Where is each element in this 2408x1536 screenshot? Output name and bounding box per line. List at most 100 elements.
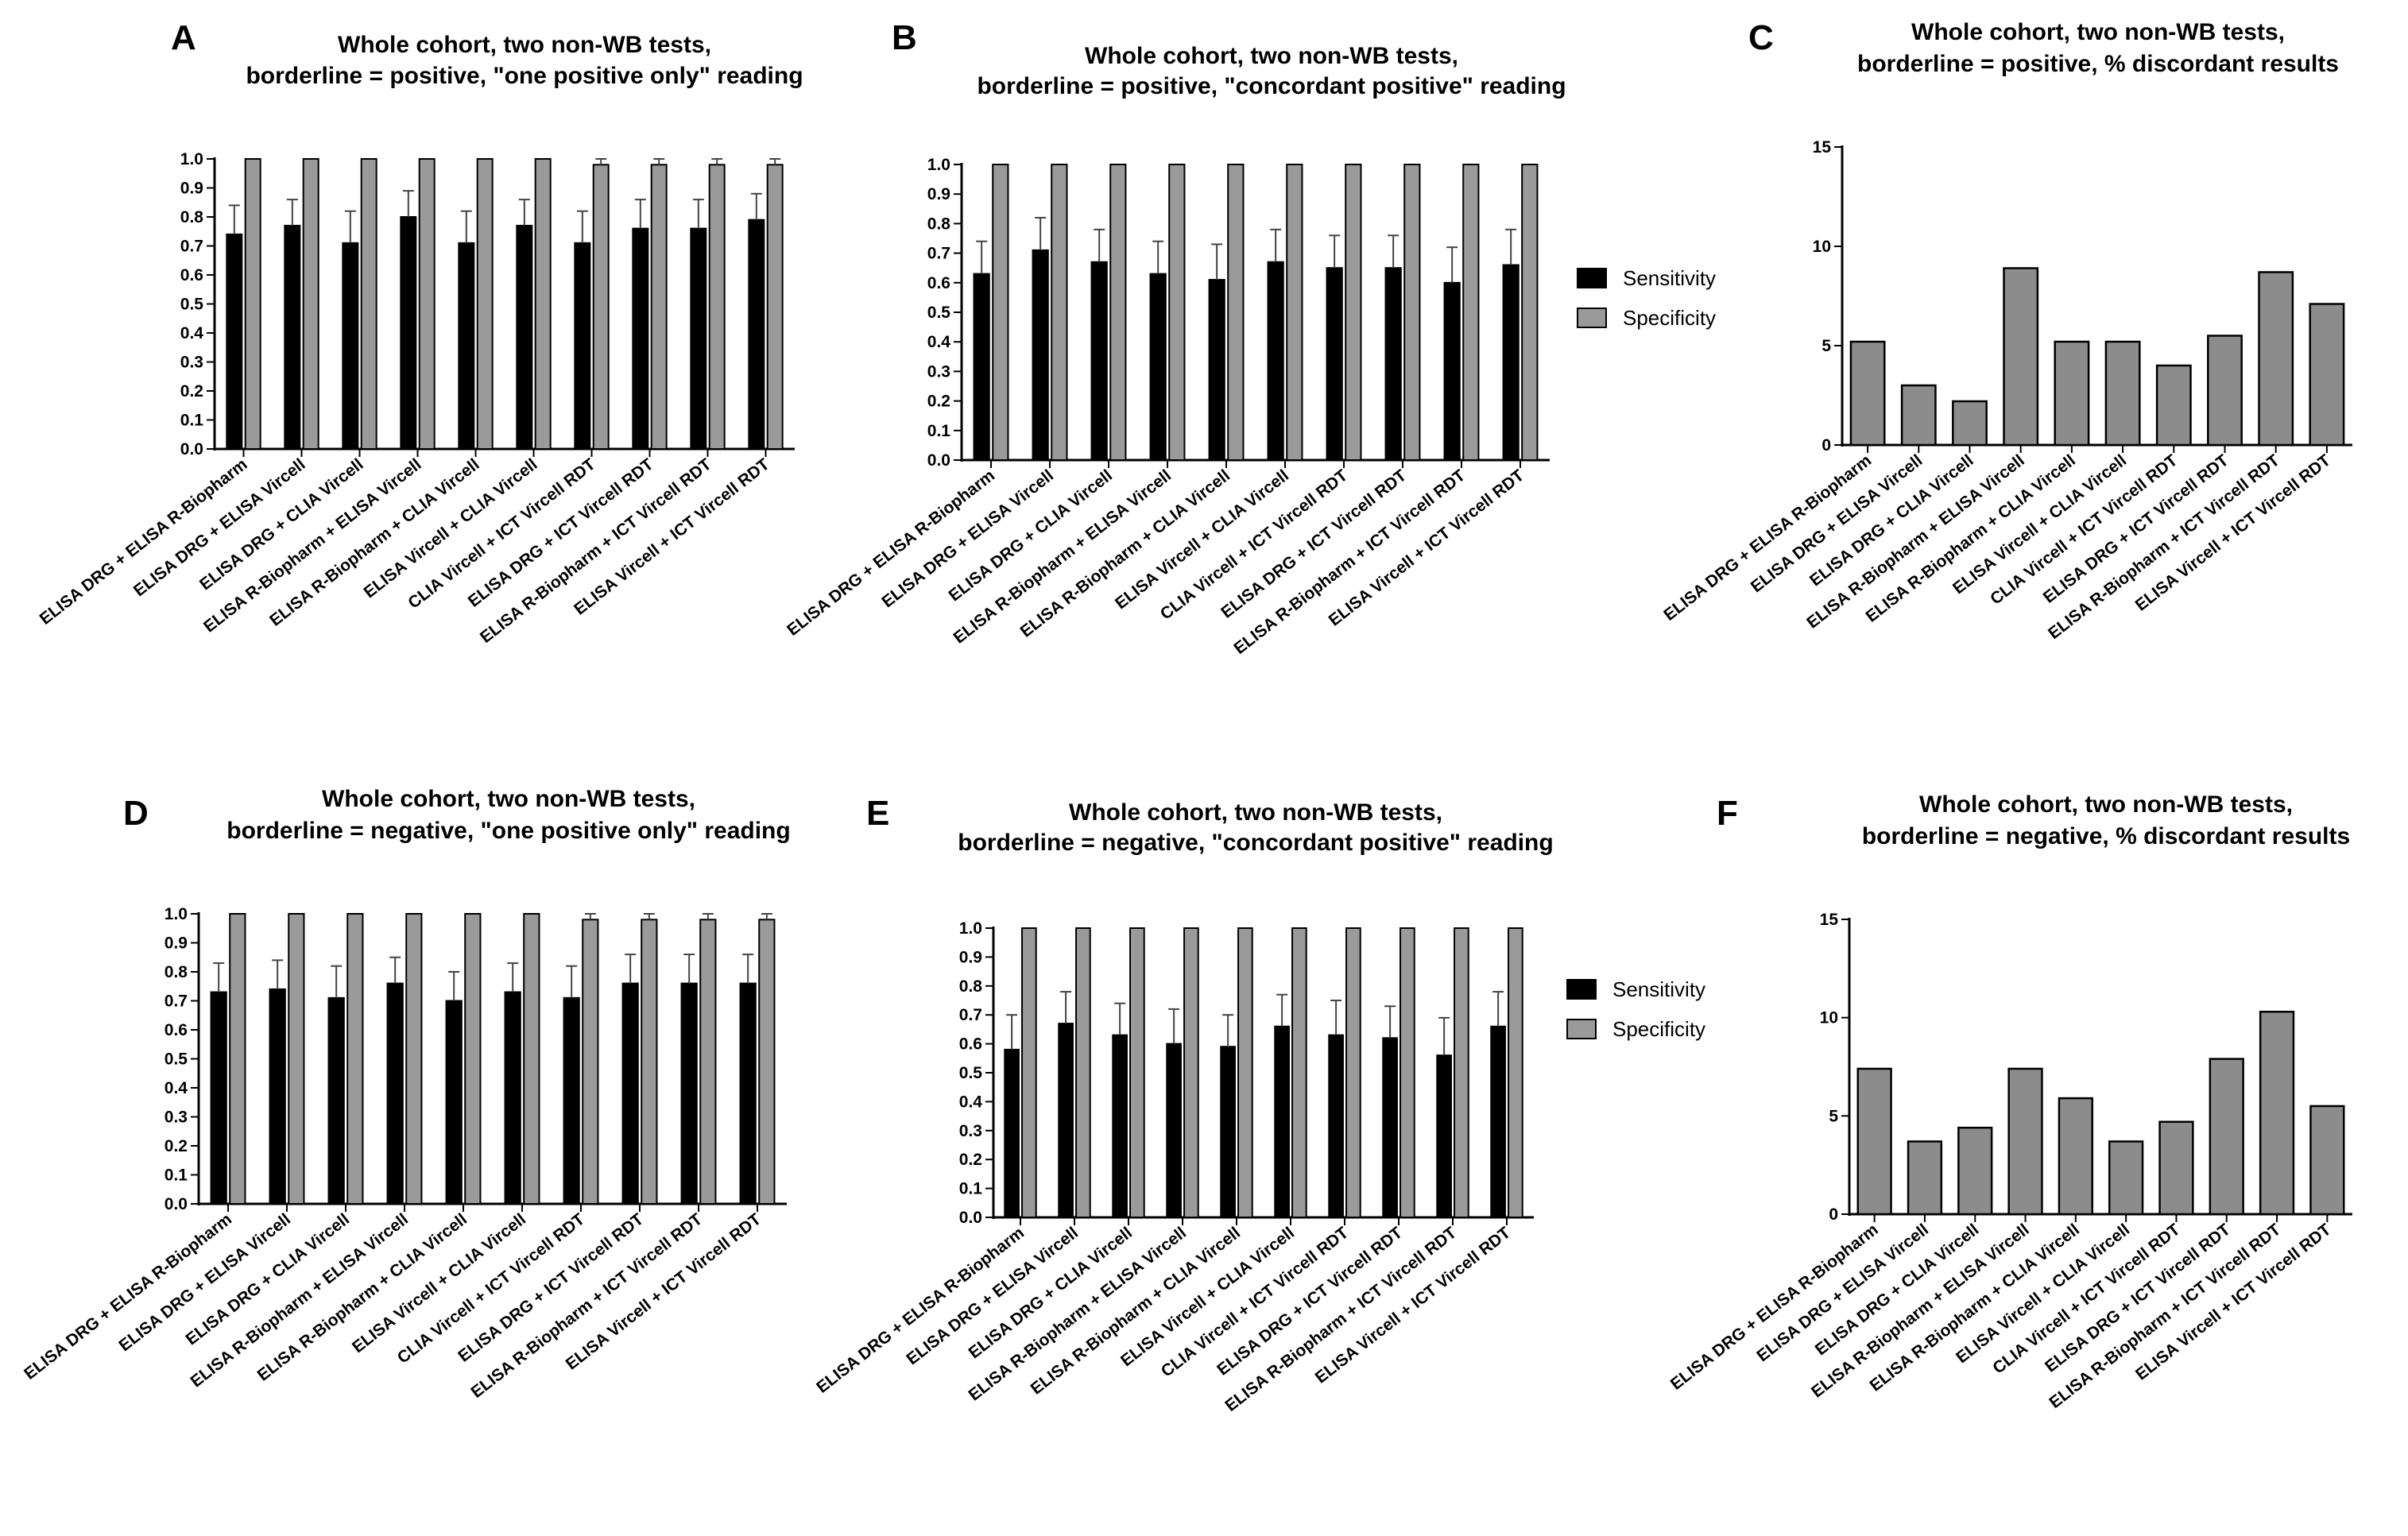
chart-title-line: borderline = negative, "concordant posit… [958, 830, 1553, 856]
bar-sensitivity [1112, 1034, 1128, 1219]
bar-specificity [1129, 927, 1145, 1218]
chart-panel-d: D Whole cohort, two non-WB tests, borderli… [21, 786, 791, 1402]
bar-sensitivity [458, 242, 475, 450]
chart-panel-a: A Whole cohort, two non-WB tests, borderli… [37, 18, 803, 647]
chart-title-line: Whole cohort, two non-WB tests, [1919, 791, 2293, 818]
y-tick-label: 0.7 [959, 1006, 982, 1024]
bar-specificity [1508, 927, 1523, 1218]
y-tick-label: 0.8 [959, 977, 983, 996]
chart-title-line: borderline = negative, % discordant resu… [1862, 823, 2350, 849]
bar-sensitivity [1326, 267, 1343, 462]
bar-discordant [1952, 400, 1988, 447]
bar-sensitivity [1436, 1054, 1452, 1219]
y-tick-label: 0 [1829, 1205, 1838, 1224]
bar-sensitivity [1384, 267, 1402, 462]
y-tick-label: 0.3 [959, 1122, 982, 1140]
bar-specificity [1291, 927, 1307, 1218]
bar-discordant [2054, 340, 2090, 447]
bar-discordant [2058, 1097, 2093, 1216]
bar-sensitivity [400, 216, 417, 450]
bar-sensitivity [1090, 261, 1108, 462]
bar-sensitivity [1149, 273, 1167, 462]
panel-letter: E [866, 794, 889, 833]
bar-sensitivity [690, 227, 707, 450]
legend-swatch-sensitivity [1566, 979, 1597, 1000]
bar-specificity [1227, 164, 1245, 461]
category-label: ELISA R-Biopharm + ELISA Vircell [188, 1210, 412, 1391]
legend-label-specificity: Specificity [1623, 306, 1716, 330]
bar-sensitivity [574, 242, 591, 450]
legend-swatch-sensitivity [1577, 268, 1607, 288]
bar-specificity [1345, 927, 1361, 1218]
chart-panel-c: C Whole cohort, two non-WB tests, borderli… [1660, 18, 2352, 643]
legend-label-sensitivity: Sensitivity [1623, 266, 1716, 290]
bar-specificity [1521, 164, 1539, 461]
bar-specificity [288, 913, 305, 1205]
bar-sensitivity [973, 273, 990, 462]
bar-sensitivity [748, 219, 765, 450]
panel-letter: F [1717, 794, 1738, 833]
bar-discordant [2309, 1105, 2345, 1216]
bar-specificity [534, 158, 552, 450]
bar-sensitivity [504, 991, 521, 1205]
y-tick-label: 0.1 [165, 1167, 188, 1185]
y-tick-label: 0.9 [165, 934, 188, 953]
bar-sensitivity [210, 991, 227, 1205]
legend-swatch-specificity [1577, 308, 1607, 328]
y-tick-label: 0.7 [927, 245, 950, 263]
bar-discordant [1957, 1126, 1993, 1216]
category-label: ELISA DRG + ICT Vircell RDT [2040, 451, 2232, 607]
y-tick-label: 0.6 [927, 274, 950, 292]
bar-sensitivity [632, 227, 649, 450]
y-tick-label: 0.1 [959, 1180, 983, 1198]
bar-specificity [244, 158, 261, 450]
y-tick-label: 0.0 [165, 1195, 188, 1213]
bar-sensitivity [1058, 1023, 1074, 1218]
bar-sensitivity [516, 224, 533, 450]
bar-sensitivity [621, 982, 639, 1205]
bar-specificity [360, 158, 377, 450]
bar-discordant [2258, 271, 2294, 447]
bar-specificity [418, 158, 436, 450]
bar-sensitivity [680, 982, 698, 1205]
bar-sensitivity [1004, 1048, 1020, 1218]
bar-sensitivity [1490, 1025, 1506, 1219]
bar-sensitivity [1166, 1043, 1182, 1218]
bar-discordant [2007, 1067, 2043, 1216]
y-tick-label: 0.8 [180, 208, 204, 226]
y-tick-label: 0.8 [927, 215, 951, 233]
chart-panel-e: E Whole cohort, two non-WB tests, borderli… [813, 794, 1554, 1415]
bar-specificity [592, 164, 610, 451]
y-tick-label: 1.0 [959, 919, 982, 938]
y-tick-label: 0.5 [959, 1064, 983, 1082]
bar-sensitivity [327, 996, 345, 1205]
legend-label-specificity: Specificity [1612, 1017, 1705, 1041]
panel-letter: D [123, 794, 149, 833]
y-tick-label: 0.7 [180, 238, 203, 256]
y-tick-label: 0.0 [180, 440, 203, 458]
bar-discordant [1900, 384, 1937, 447]
category-label: ELISA R-Biopharm + ELISA Vircell [950, 466, 1175, 648]
y-tick-label: 0.0 [927, 451, 950, 470]
bar-sensitivity [1267, 261, 1284, 462]
bar-specificity [1168, 164, 1186, 461]
bar-specificity [405, 913, 423, 1205]
category-label: ELISA DRG + ELISA R-Biopharm [21, 1210, 235, 1383]
bar-discordant [2309, 303, 2345, 447]
bar-sensitivity [1502, 264, 1520, 462]
y-tick-label: 5 [1829, 1107, 1838, 1125]
category-label: ELISA R-Biopharm + ICT Vircell RDT [2045, 451, 2283, 643]
legend-swatch-specificity [1566, 1019, 1597, 1039]
chart-title-line: borderline = positive, % discordant resu… [1857, 51, 2339, 77]
bar-sensitivity [284, 224, 301, 450]
bar-specificity [1403, 164, 1421, 461]
bar-specificity [708, 164, 726, 451]
y-tick-label: 10 [1820, 1009, 1838, 1027]
chart-title-line: borderline = negative, "one positive onl… [226, 818, 790, 844]
y-tick-label: 0.8 [165, 963, 188, 981]
chart-title-line: borderline = positive, "concordant posit… [977, 73, 1566, 99]
bar-discordant [1856, 1067, 1892, 1216]
bar-specificity [582, 919, 599, 1205]
y-tick-label: 0.6 [959, 1035, 982, 1054]
